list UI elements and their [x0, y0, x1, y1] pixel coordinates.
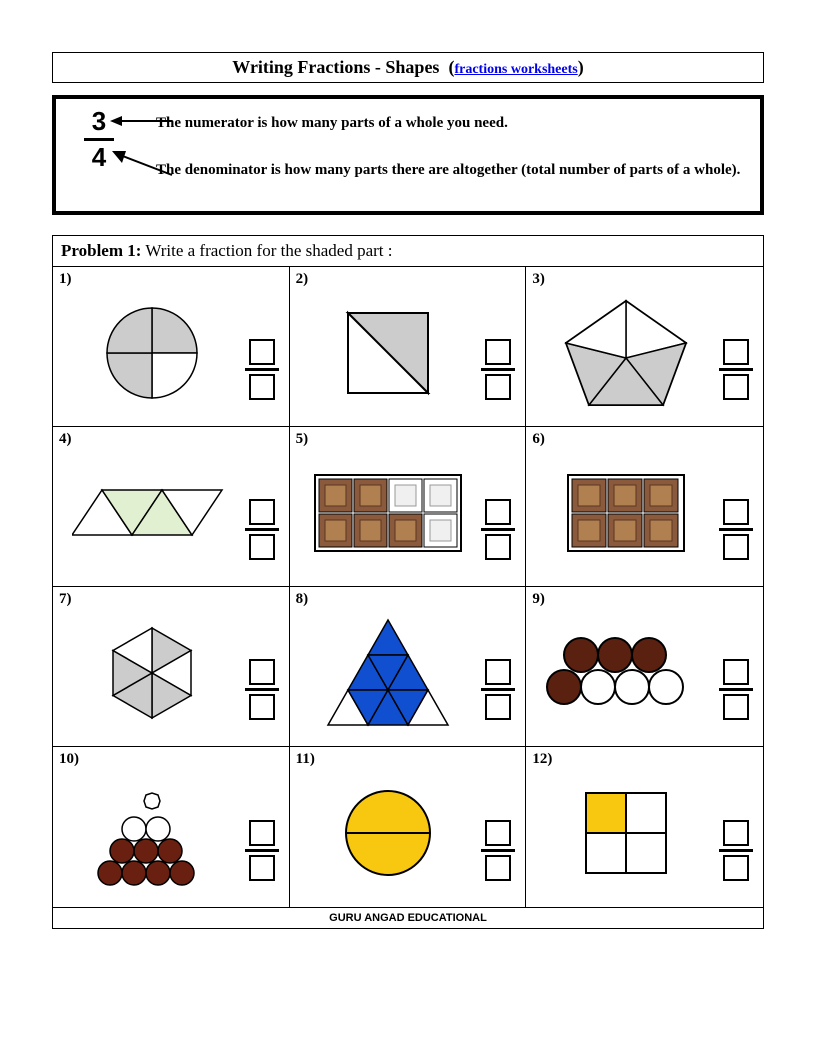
denominator-text: The denominator is how many parts there … [156, 160, 750, 181]
answer-frac-11[interactable] [481, 820, 515, 881]
answer-frac-2[interactable] [481, 339, 515, 400]
answer-frac-1[interactable] [245, 339, 279, 400]
worksheets-link[interactable]: fractions worksheets [454, 62, 577, 77]
answer-frac-8[interactable] [481, 659, 515, 720]
shape-5 [296, 433, 482, 580]
cell-2: 2) [290, 267, 527, 427]
answer-frac-12[interactable] [719, 820, 753, 881]
cell-4: 4) [53, 427, 290, 587]
answer-frac-3[interactable] [719, 339, 753, 400]
cell-num-9: 9) [532, 591, 545, 608]
cell-7: 7) [53, 587, 290, 747]
shape-7 [59, 593, 245, 740]
problem-title: Problem 1: Write a fraction for the shad… [53, 236, 763, 267]
problem-grid: 1) 2) [53, 267, 763, 907]
cell-num-6: 6) [532, 431, 545, 448]
answer-frac-9[interactable] [719, 659, 753, 720]
cell-num-8: 8) [296, 591, 309, 608]
shape-4 [59, 433, 245, 580]
shape-11 [296, 753, 482, 901]
demo-denominator: 4 [84, 143, 114, 172]
shape-9 [532, 593, 719, 740]
cell-num-12: 12) [532, 751, 552, 768]
cell-3: 3) [526, 267, 763, 427]
cell-6: 6) [526, 427, 763, 587]
shape-3 [532, 273, 719, 420]
cell-5: 5) [290, 427, 527, 587]
paren-close: ) [578, 57, 584, 77]
demo-bar [84, 138, 114, 141]
cell-num-10: 10) [59, 751, 79, 768]
problem-wrap: Problem 1: Write a fraction for the shad… [52, 235, 764, 929]
info-box: 3 4 The numerator is how many parts of a… [52, 95, 764, 215]
footer-text: GURU ANGAD EDUCATIONAL [53, 907, 763, 928]
cell-8: 8) [290, 587, 527, 747]
cell-10: 10) [53, 747, 290, 907]
cell-1: 1) [53, 267, 290, 427]
cell-num-5: 5) [296, 431, 309, 448]
demo-numerator: 3 [84, 107, 114, 136]
fraction-demo: 3 4 [84, 107, 114, 171]
numerator-text: The numerator is how many parts of a who… [156, 113, 750, 134]
title-main: Writing Fractions - Shapes [232, 57, 439, 77]
answer-frac-4[interactable] [245, 499, 279, 560]
cell-num-2: 2) [296, 271, 309, 288]
shape-2 [296, 273, 482, 420]
cell-11: 11) [290, 747, 527, 907]
cell-num-4: 4) [59, 431, 72, 448]
cell-num-3: 3) [532, 271, 545, 288]
shape-1 [59, 273, 245, 420]
answer-frac-10[interactable] [245, 820, 279, 881]
shape-8 [296, 593, 482, 740]
cell-num-11: 11) [296, 751, 315, 768]
cell-9: 9) [526, 587, 763, 747]
cell-12: 12) [526, 747, 763, 907]
answer-frac-7[interactable] [245, 659, 279, 720]
problem-label: Problem 1: [61, 241, 141, 260]
answer-frac-6[interactable] [719, 499, 753, 560]
answer-frac-5[interactable] [481, 499, 515, 560]
shape-6 [532, 433, 719, 580]
title-box: Writing Fractions - Shapes (fractions wo… [52, 52, 764, 83]
shape-10 [59, 753, 245, 901]
shape-12 [532, 753, 719, 901]
cell-num-7: 7) [59, 591, 72, 608]
problem-instruction: Write a fraction for the shaded part : [141, 241, 392, 260]
cell-num-1: 1) [59, 271, 72, 288]
